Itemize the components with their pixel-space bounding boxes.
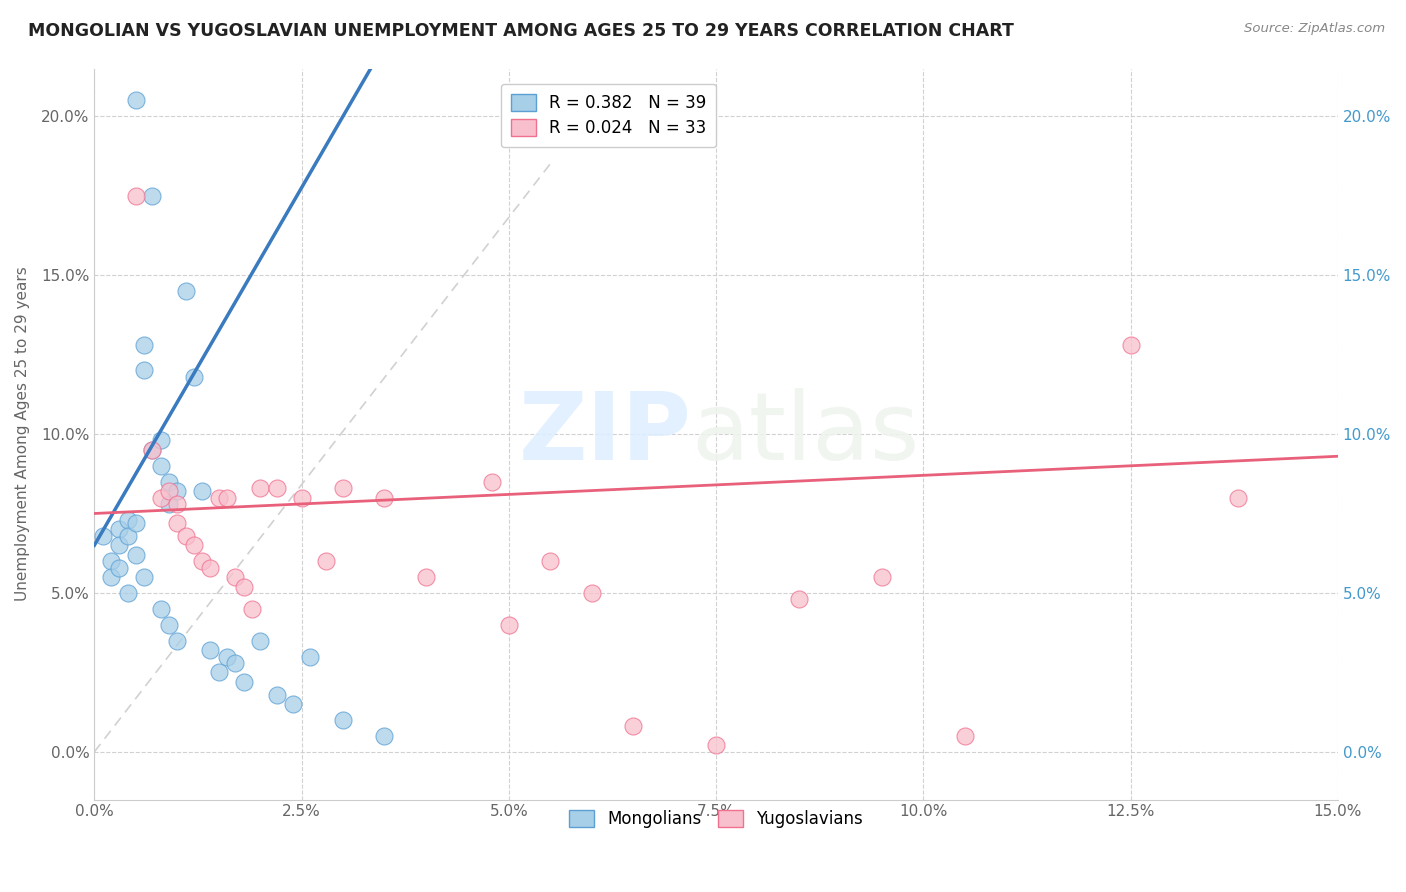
Point <box>108 560 131 574</box>
Point <box>215 491 238 505</box>
Point <box>870 570 893 584</box>
Point <box>1227 491 1250 505</box>
Point <box>208 665 231 680</box>
Text: MONGOLIAN VS YUGOSLAVIAN UNEMPLOYMENT AMONG AGES 25 TO 29 YEARS CORRELATION CHAR: MONGOLIAN VS YUGOSLAVIAN UNEMPLOYMENT AM… <box>28 22 1014 40</box>
Point <box>100 570 122 584</box>
Point <box>157 484 180 499</box>
Point <box>132 338 155 352</box>
Point <box>191 554 214 568</box>
Point <box>141 188 163 202</box>
Point <box>621 719 644 733</box>
Point <box>117 529 139 543</box>
Point <box>166 484 188 499</box>
Point <box>373 491 395 505</box>
Point <box>132 363 155 377</box>
Point <box>166 497 188 511</box>
Point <box>232 674 254 689</box>
Point <box>108 538 131 552</box>
Point <box>174 529 197 543</box>
Point <box>266 688 288 702</box>
Point <box>224 656 246 670</box>
Point <box>149 458 172 473</box>
Point <box>953 729 976 743</box>
Point <box>249 481 271 495</box>
Point <box>290 491 312 505</box>
Point <box>224 570 246 584</box>
Text: ZIP: ZIP <box>519 388 692 480</box>
Point <box>125 93 148 107</box>
Point <box>91 529 114 543</box>
Point <box>117 513 139 527</box>
Point <box>232 580 254 594</box>
Point <box>373 729 395 743</box>
Point <box>191 484 214 499</box>
Point <box>149 434 172 448</box>
Point <box>125 516 148 530</box>
Text: atlas: atlas <box>692 388 920 480</box>
Point <box>200 643 222 657</box>
Point <box>174 284 197 298</box>
Point <box>538 554 561 568</box>
Point <box>315 554 337 568</box>
Point <box>100 554 122 568</box>
Point <box>249 633 271 648</box>
Point <box>157 617 180 632</box>
Point <box>298 649 321 664</box>
Point <box>215 649 238 664</box>
Point <box>157 497 180 511</box>
Point <box>125 548 148 562</box>
Point <box>183 538 205 552</box>
Point <box>117 586 139 600</box>
Point <box>208 491 231 505</box>
Point <box>283 697 305 711</box>
Point <box>704 739 727 753</box>
Point <box>183 369 205 384</box>
Point <box>1119 338 1142 352</box>
Point <box>266 481 288 495</box>
Point <box>787 592 810 607</box>
Point <box>141 442 163 457</box>
Point <box>240 602 263 616</box>
Point <box>332 481 354 495</box>
Point <box>108 522 131 536</box>
Point <box>332 713 354 727</box>
Point <box>415 570 437 584</box>
Point <box>200 560 222 574</box>
Legend: Mongolians, Yugoslavians: Mongolians, Yugoslavians <box>562 804 870 835</box>
Point <box>498 617 520 632</box>
Point <box>149 491 172 505</box>
Point <box>149 602 172 616</box>
Point <box>141 442 163 457</box>
Point <box>166 633 188 648</box>
Point <box>125 188 148 202</box>
Point <box>166 516 188 530</box>
Point <box>581 586 603 600</box>
Text: Source: ZipAtlas.com: Source: ZipAtlas.com <box>1244 22 1385 36</box>
Point <box>157 475 180 489</box>
Y-axis label: Unemployment Among Ages 25 to 29 years: Unemployment Among Ages 25 to 29 years <box>15 267 30 601</box>
Point <box>132 570 155 584</box>
Point <box>481 475 503 489</box>
